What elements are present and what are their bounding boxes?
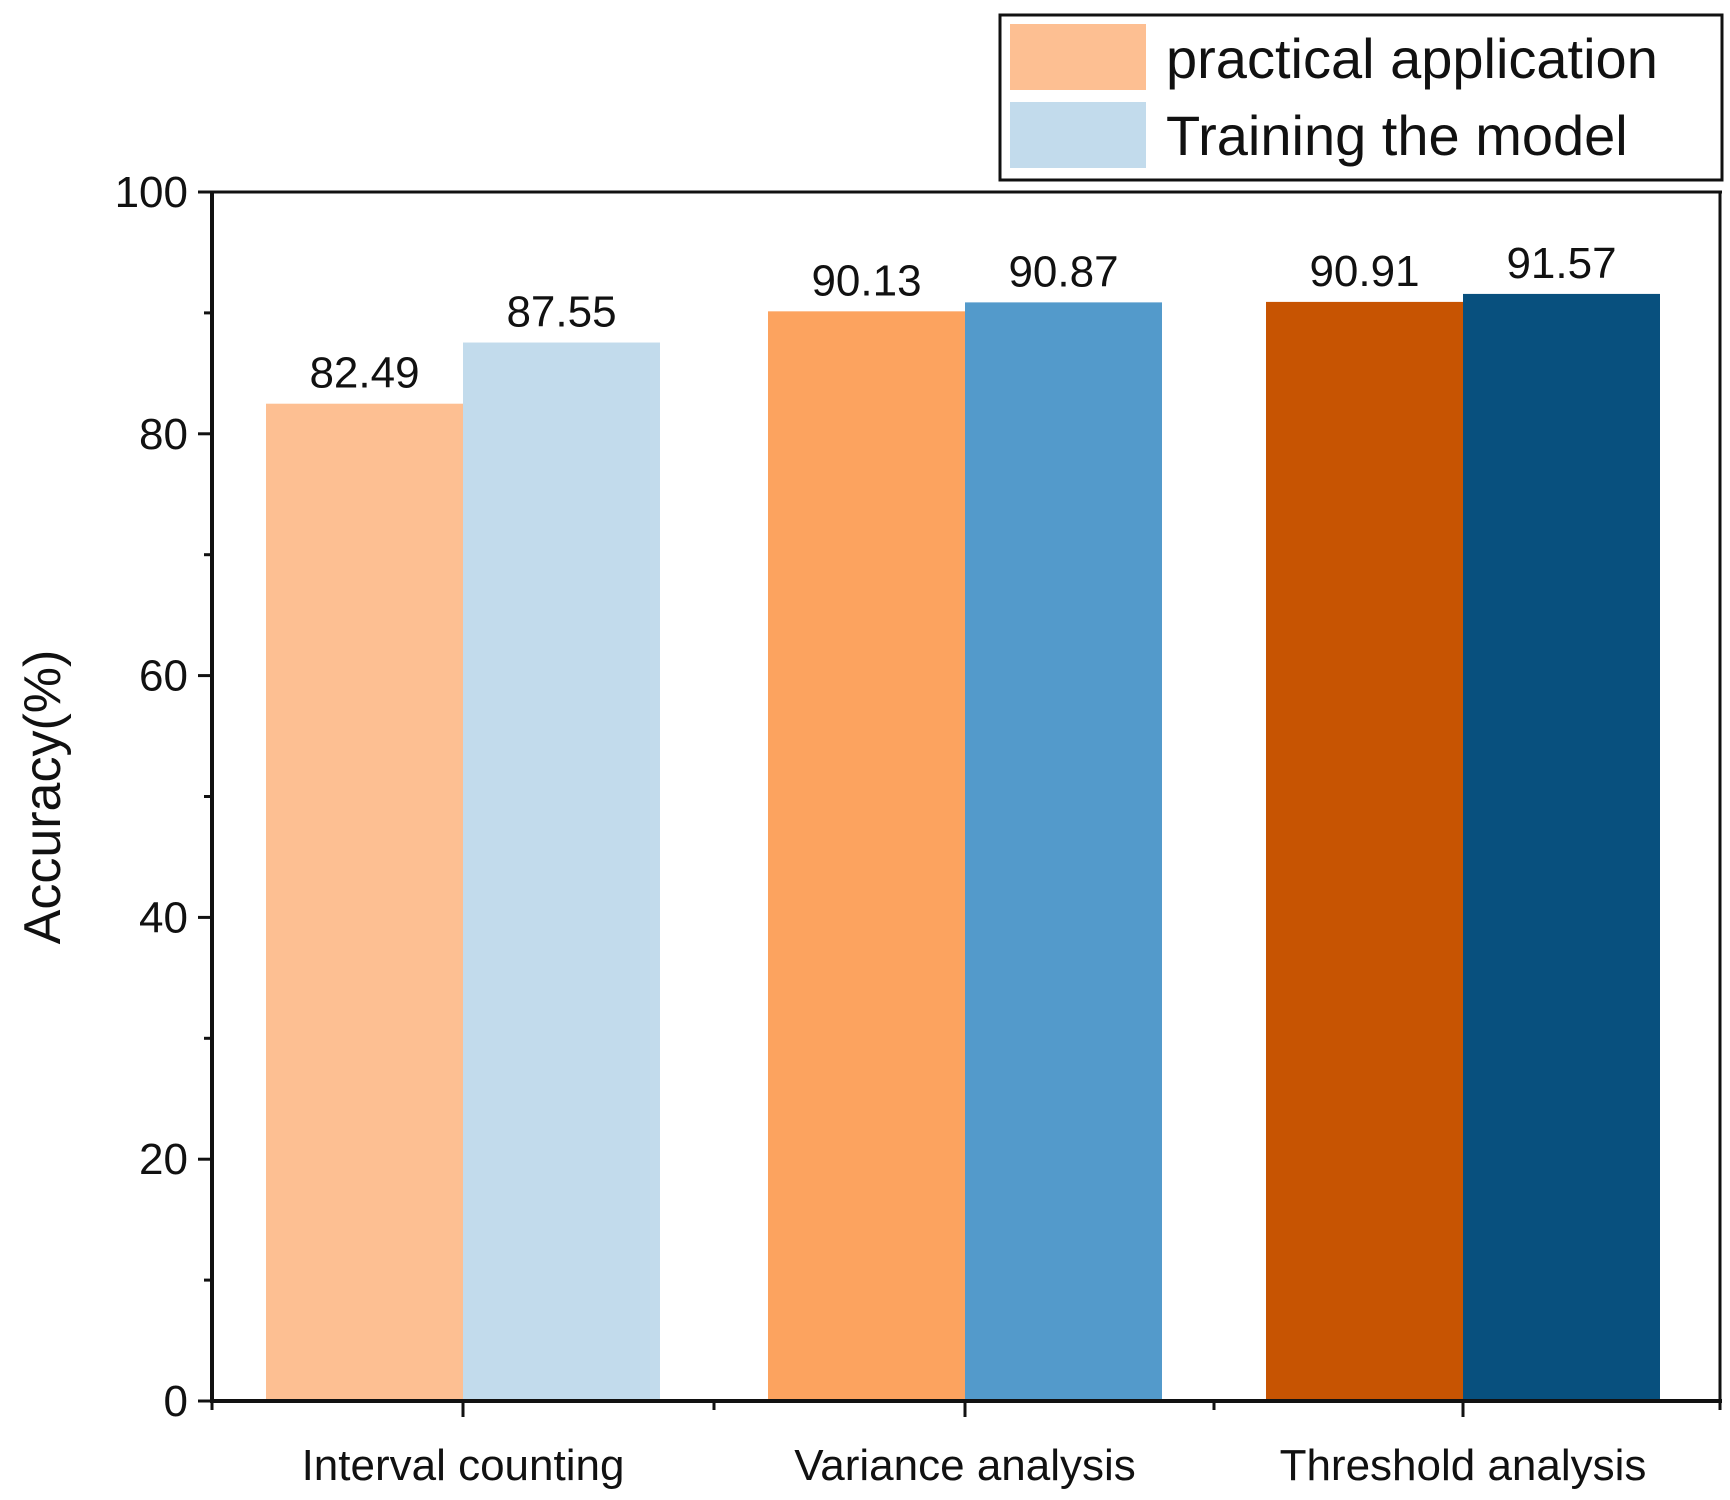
bars-layer [266,293,1660,1402]
category-label-threshold-analysis: Threshold analysis [1280,1441,1647,1490]
value-label-variance-analysis-practical-application: 90.13 [811,256,921,305]
value-label-threshold-analysis-training-the-model: 91.57 [1506,239,1616,288]
bar-threshold-analysis-training-the-model [1463,293,1660,1401]
value-label-threshold-analysis-practical-application: 90.91 [1309,247,1419,296]
bar-variance-analysis-practical-application [768,311,965,1401]
y-tick-label-80: 80 [139,410,188,459]
y-tick-label-0: 0 [164,1377,188,1426]
legend-swatch-practical-application [1010,24,1146,90]
y-tick-label-60: 60 [139,652,188,701]
legend: practical application Training the model [998,13,1724,182]
value-label-interval-counting-practical-application: 82.49 [309,349,419,398]
legend-label-practical-application: practical application [1166,27,1658,90]
bar-interval-counting-practical-application [266,403,463,1401]
ticks-layer: 0 20 40 60 80 100 [115,168,1722,1426]
bar-threshold-analysis-practical-application [1266,301,1463,1402]
legend-label-training-the-model: Training the model [1166,104,1628,167]
y-tick-label-20: 20 [139,1135,188,1184]
value-label-variance-analysis-training-the-model: 90.87 [1008,247,1118,296]
legend-swatch-training-the-model [1010,102,1146,168]
bar-interval-counting-training-the-model [463,342,660,1401]
category-label-interval-counting: Interval counting [302,1441,625,1490]
category-label-variance-analysis: Variance analysis [794,1441,1136,1490]
value-labels-layer: 82.49 87.55 90.13 90.87 90.91 91.57 [309,239,1616,398]
y-axis-title: Accuracy(%) [14,650,72,945]
y-tick-label-40: 40 [139,893,188,942]
y-tick-label-100: 100 [115,168,188,217]
bar-variance-analysis-training-the-model [965,302,1162,1401]
value-label-interval-counting-training-the-model: 87.55 [506,288,616,337]
